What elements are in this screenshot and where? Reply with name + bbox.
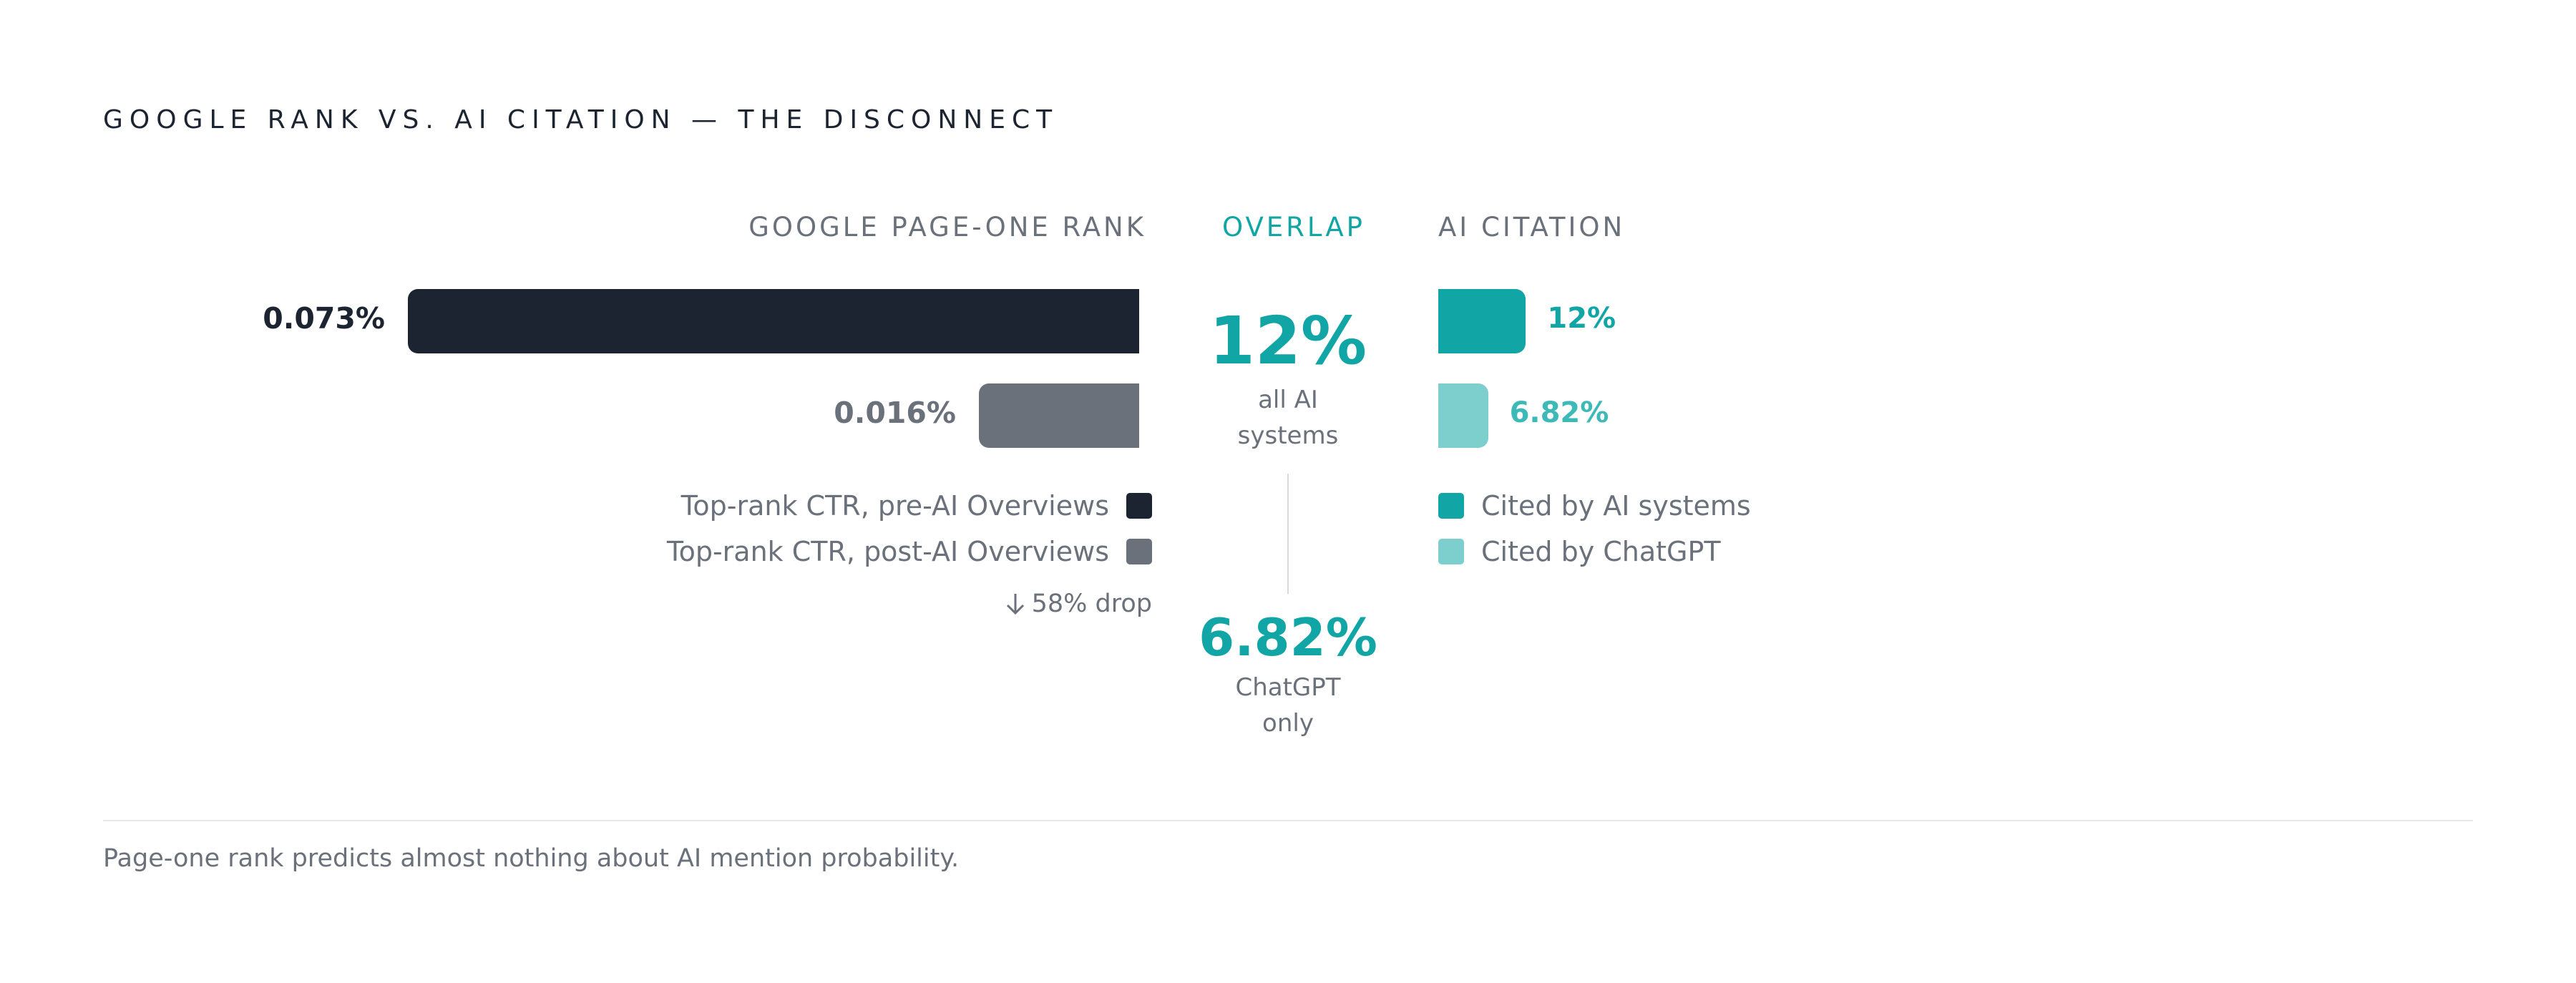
overlap-stat-all-ai: 12% all AI systems — [1174, 300, 1402, 454]
bar-cited-by-ai-systems — [1438, 289, 1526, 353]
bar-label-post-ai-overviews: 0.016% — [834, 396, 956, 430]
overlap-value-chatgpt: 6.82% — [1199, 607, 1377, 667]
column-header-overlap: OVERLAP — [1222, 212, 1365, 243]
legend-item-pre-ai-overviews: Top-rank CTR, pre-AI Overviews — [681, 488, 1152, 524]
legend-label-cited-by-ai-systems: Cited by AI systems — [1481, 490, 1751, 522]
overlap-caption-all-ai-line1: all AI — [1258, 386, 1318, 414]
legend-label-pre-ai-overviews: Top-rank CTR, pre-AI Overviews — [680, 490, 1109, 522]
column-header-ai-citation: AI CITATION — [1438, 212, 1626, 243]
bar-label-pre-ai-overviews: 0.073% — [263, 301, 385, 336]
overlap-value-all-ai: 12% — [1209, 303, 1367, 379]
bar-label-cited-by-ai-systems: 12% — [1547, 302, 1616, 335]
legend-swatch-pre-ai-overviews — [1126, 493, 1152, 519]
chart-title: GOOGLE RANK VS. AI CITATION — THE DISCON… — [103, 105, 1059, 135]
legend-item-cited-by-chatgpt: Cited by ChatGPT — [1438, 534, 1721, 569]
overlap-connector-line — [1287, 474, 1289, 594]
bar-cited-by-chatgpt — [1438, 383, 1488, 448]
footer-divider — [103, 820, 2473, 821]
legend-label-post-ai-overviews: Top-rank CTR, post-AI Overviews — [666, 536, 1109, 567]
drop-annotation: 58% drop — [1005, 590, 1152, 618]
legend-item-post-ai-overviews: Top-rank CTR, post-AI Overviews — [667, 534, 1152, 569]
legend-swatch-post-ai-overviews — [1126, 539, 1152, 564]
bar-post-ai-overviews — [979, 383, 1139, 448]
bar-pre-ai-overviews — [408, 289, 1139, 353]
legend-label-cited-by-chatgpt: Cited by ChatGPT — [1481, 536, 1721, 567]
overlap-caption-all-ai-line2: systems — [1237, 421, 1339, 450]
overlap-caption-chatgpt-line2: only — [1262, 709, 1314, 738]
arrow-down-icon — [1006, 594, 1024, 615]
overlap-stat-chatgpt: 6.82% ChatGPT only — [1174, 605, 1402, 741]
legend-swatch-cited-by-chatgpt — [1438, 539, 1464, 564]
drop-annotation-text: 58% drop — [1031, 590, 1152, 618]
legend-swatch-cited-by-ai-systems — [1438, 493, 1464, 519]
bar-label-cited-by-chatgpt: 6.82% — [1509, 396, 1609, 429]
footnote: Page-one rank predicts almost nothing ab… — [103, 844, 960, 873]
legend-item-cited-by-ai-systems: Cited by AI systems — [1438, 488, 1751, 524]
column-header-google-rank: GOOGLE PAGE-ONE RANK — [748, 212, 1146, 243]
overlap-caption-chatgpt-line1: ChatGPT — [1235, 673, 1341, 702]
